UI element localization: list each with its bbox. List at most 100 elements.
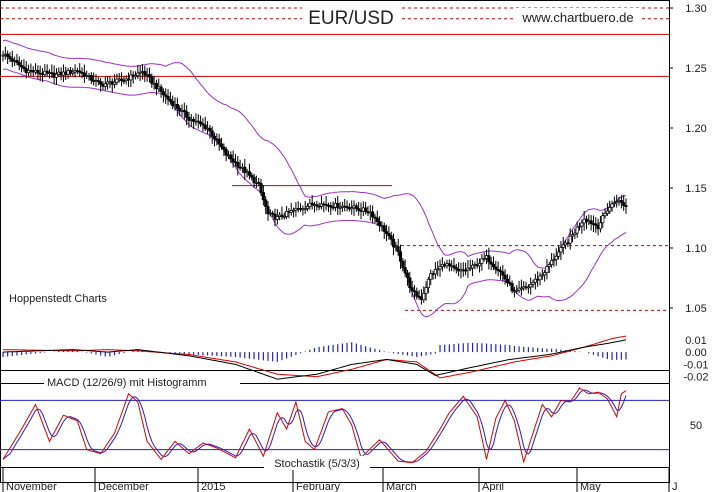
candle xyxy=(454,263,458,274)
stoch-k-line xyxy=(2,387,627,464)
candle xyxy=(305,203,310,212)
candle-body xyxy=(45,70,49,74)
candle-body xyxy=(396,246,400,253)
candle-body xyxy=(538,275,542,281)
macd-tick-label: 0.00 xyxy=(685,347,706,359)
candle-body xyxy=(96,80,100,83)
candle xyxy=(236,155,240,176)
candle-body xyxy=(345,206,349,208)
price-tick-label: 1.30 xyxy=(685,3,706,15)
candle-body xyxy=(282,216,286,218)
candle xyxy=(243,158,247,180)
candle xyxy=(385,224,389,242)
candle xyxy=(447,259,451,272)
candle xyxy=(573,228,577,239)
candle xyxy=(166,89,170,106)
candle xyxy=(357,201,361,216)
candle-body xyxy=(550,259,554,265)
candle xyxy=(608,200,612,214)
candle xyxy=(603,208,607,219)
price-tick-label: 1.10 xyxy=(685,243,706,255)
candle-body xyxy=(231,158,235,163)
candle-body xyxy=(331,206,335,209)
candle xyxy=(584,215,589,230)
candle xyxy=(412,285,417,300)
watermark-background xyxy=(515,8,641,26)
candle-body xyxy=(515,289,519,292)
candle xyxy=(612,196,616,208)
candle xyxy=(538,272,542,286)
candle-body xyxy=(82,72,86,77)
candle-body xyxy=(78,70,82,73)
candle xyxy=(408,271,412,293)
candle xyxy=(547,261,551,274)
candle-body xyxy=(136,72,140,76)
candle-body xyxy=(224,149,228,156)
candle xyxy=(410,280,414,298)
candle xyxy=(619,195,623,209)
candle xyxy=(505,274,509,287)
candle-body xyxy=(608,207,612,212)
candle xyxy=(382,222,386,239)
x-tick-label: February xyxy=(296,481,341,492)
candle xyxy=(54,68,59,85)
price-tick-label: 1.25 xyxy=(685,63,706,75)
candle-body xyxy=(410,287,414,292)
candle-body xyxy=(622,202,626,206)
candle xyxy=(259,178,263,197)
candle-body xyxy=(259,183,263,193)
price-tick-label: 1.20 xyxy=(685,123,706,135)
candle-body xyxy=(243,166,247,174)
candle-body xyxy=(594,223,598,226)
candle xyxy=(208,124,212,139)
candle-body xyxy=(143,71,147,76)
candle-body xyxy=(540,274,544,277)
candle xyxy=(271,210,275,218)
macd-tick-label: -0.01 xyxy=(683,359,708,371)
candle-body xyxy=(199,121,203,125)
candle xyxy=(182,102,186,120)
candle-body xyxy=(375,217,379,222)
candle-body xyxy=(389,235,393,240)
candle-body xyxy=(601,215,605,224)
candle-body xyxy=(22,66,26,69)
candle-body xyxy=(554,255,558,260)
candle xyxy=(491,256,496,270)
candle-body xyxy=(403,267,407,274)
candle xyxy=(375,210,379,226)
candle-body xyxy=(605,210,609,214)
candle-body xyxy=(557,251,561,257)
candle-body xyxy=(303,208,307,210)
candle xyxy=(354,203,358,212)
candle-body xyxy=(122,80,126,82)
candle xyxy=(559,241,563,260)
candle xyxy=(554,248,558,266)
candle-body xyxy=(494,266,498,270)
candle-body xyxy=(178,108,182,112)
candle xyxy=(143,65,147,83)
candle xyxy=(338,202,342,215)
candle-body xyxy=(175,103,179,109)
candle-body xyxy=(261,192,265,201)
candle-body xyxy=(561,244,565,248)
candle-body xyxy=(147,74,152,78)
candle xyxy=(503,269,507,285)
candle-body xyxy=(477,263,482,267)
candle xyxy=(82,64,86,83)
candle-body xyxy=(568,235,572,244)
price-panel-frame xyxy=(0,0,670,483)
candle-body xyxy=(275,216,279,220)
candle-body xyxy=(120,78,124,81)
candle xyxy=(531,279,535,288)
candle xyxy=(605,203,609,216)
candle xyxy=(533,273,537,290)
macd-tick-label: -0.02 xyxy=(683,372,708,384)
candle-body xyxy=(315,204,319,207)
candle-body xyxy=(468,267,472,270)
candle xyxy=(403,259,407,278)
candle-body xyxy=(252,176,256,184)
candle-body xyxy=(584,218,589,222)
candle-body xyxy=(577,225,582,228)
candle xyxy=(487,247,491,270)
x-tick-label: December xyxy=(98,481,149,492)
